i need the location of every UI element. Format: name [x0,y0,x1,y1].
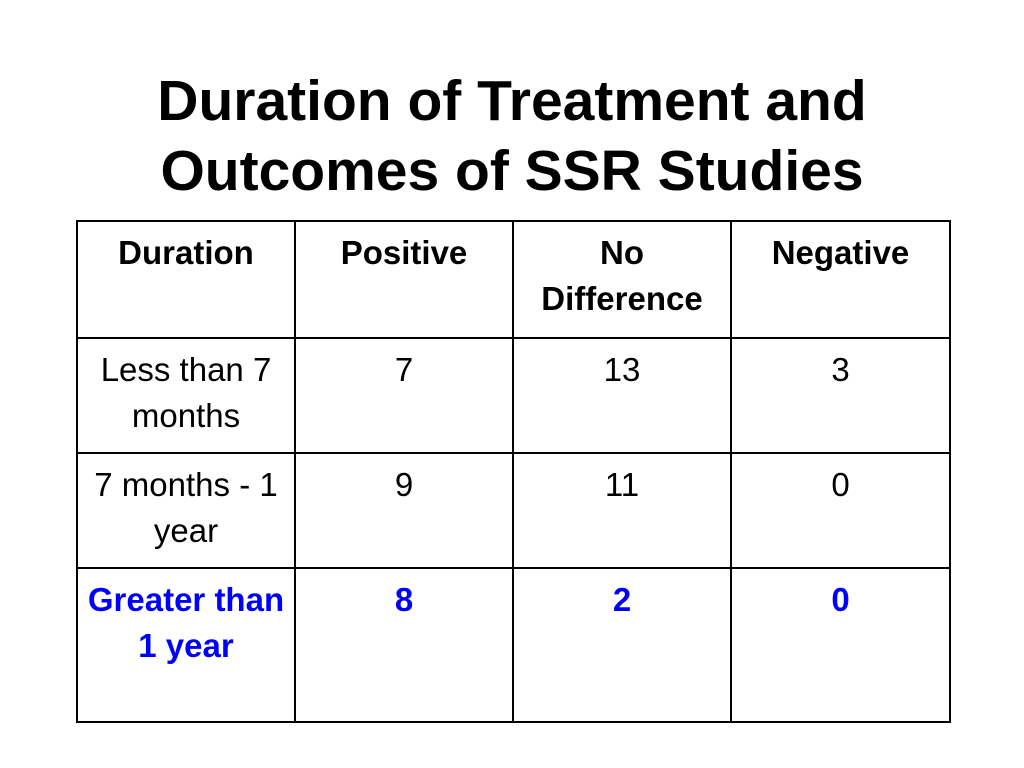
table-row-highlighted: Greater than 1 year 8 2 0 [76,567,951,723]
column-header-no-difference: No Difference [512,220,732,339]
duration-cell: Greater than 1 year [76,567,296,723]
table-header-row: Duration Positive No Difference Negative [76,220,951,339]
column-header-positive: Positive [294,220,514,339]
table-row: Less than 7 months 7 13 3 [76,337,951,454]
no-difference-cell: 11 [512,452,732,569]
positive-cell: 8 [294,567,514,723]
duration-cell: 7 months - 1 year [76,452,296,569]
column-header-negative: Negative [730,220,951,339]
title-line-2: Outcomes of SSR Studies [160,139,864,203]
slide-title: Duration of Treatment and Outcomes of SS… [0,66,1024,206]
title-line-1: Duration of Treatment and [157,69,867,133]
negative-cell: 0 [730,567,951,723]
negative-cell: 3 [730,337,951,454]
negative-cell: 0 [730,452,951,569]
duration-cell: Less than 7 months [76,337,296,454]
outcomes-table: Duration Positive No Difference Negative… [76,220,951,723]
positive-cell: 9 [294,452,514,569]
no-difference-cell: 13 [512,337,732,454]
table-row: 7 months - 1 year 9 11 0 [76,452,951,569]
no-difference-cell: 2 [512,567,732,723]
column-header-duration: Duration [76,220,296,339]
positive-cell: 7 [294,337,514,454]
